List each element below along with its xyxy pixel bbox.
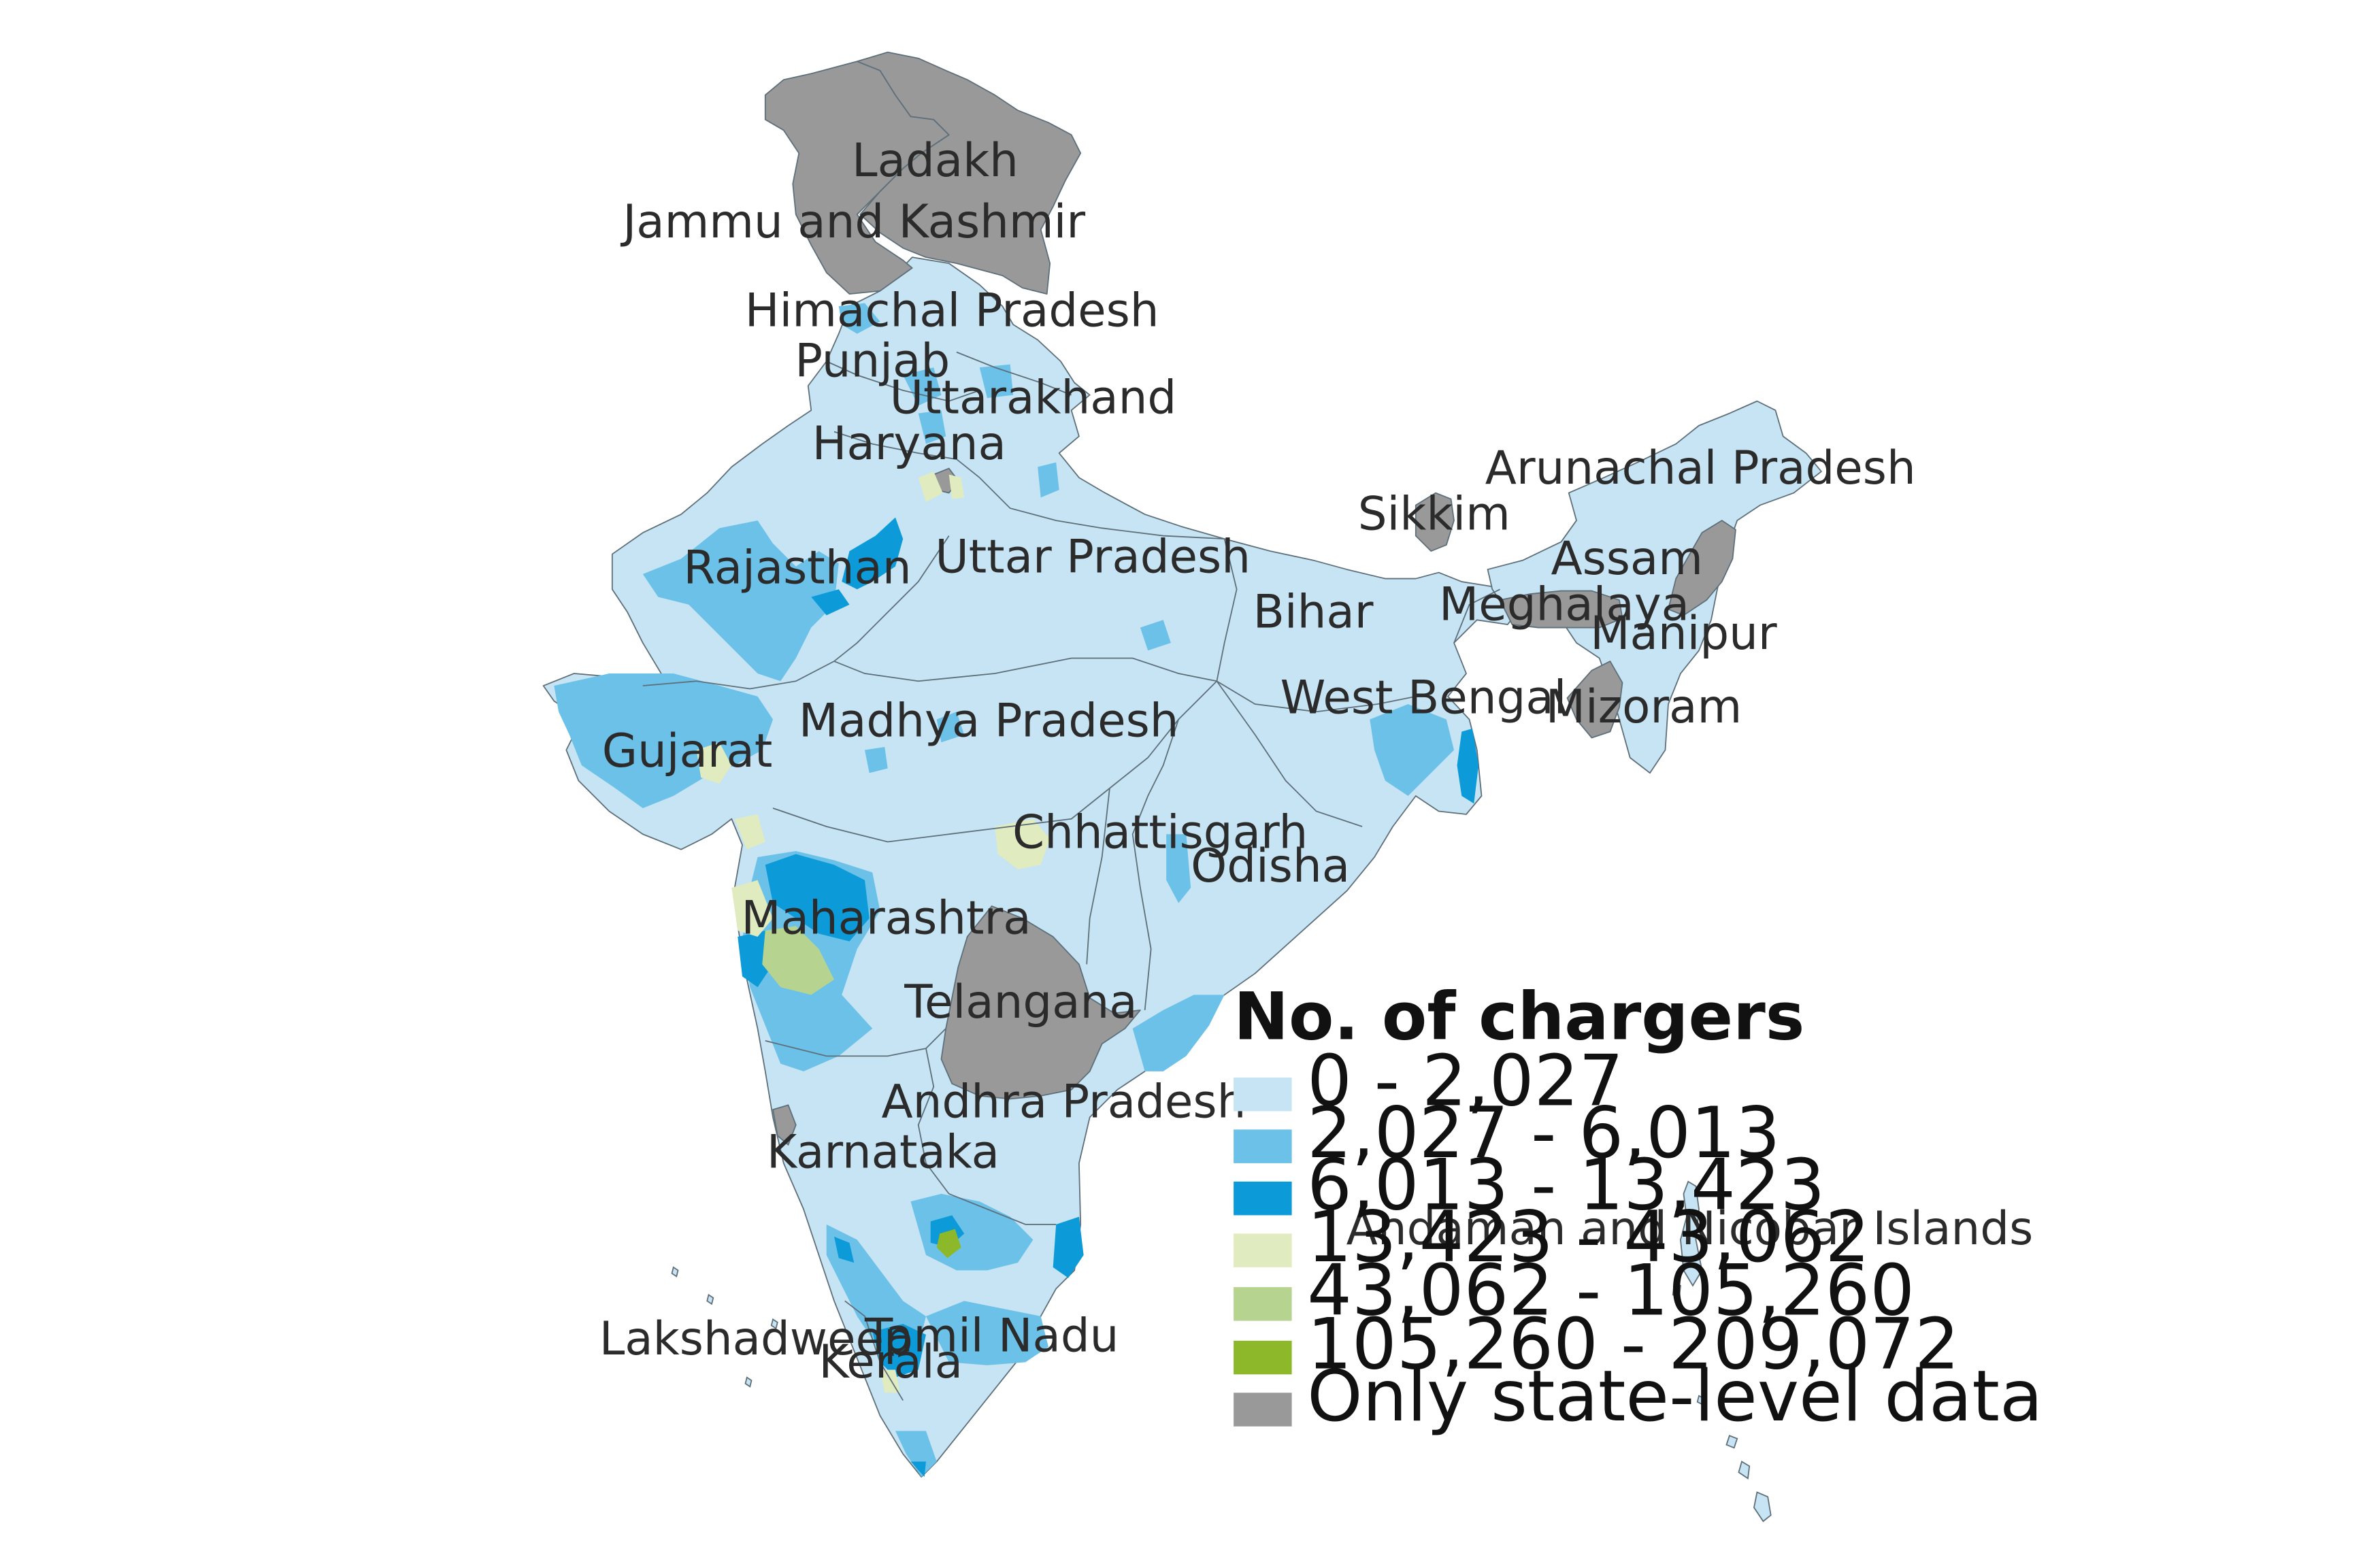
meghalaya-shape (1499, 590, 1623, 629)
region-label-telangana: Telangana (904, 975, 1137, 1029)
district-fill (895, 1431, 937, 1478)
region-label-sikkim: Sikkim (1358, 487, 1510, 541)
district-fill (910, 1461, 926, 1478)
region-label-assam: Assam (1551, 531, 1703, 585)
legend-swatch (1234, 1393, 1292, 1427)
district-fill (1053, 1216, 1084, 1278)
district-fills (554, 303, 1479, 1478)
district-fill (1166, 834, 1191, 903)
district-fill (903, 367, 942, 406)
telangana-shape (940, 905, 1141, 1100)
district-fill (864, 747, 888, 773)
lakshadweep-islands-shape (744, 1376, 753, 1388)
district-fill (936, 1229, 961, 1259)
district-fill (762, 926, 834, 995)
region-label-andhra-pradesh: Andhra Pradesh (881, 1074, 1246, 1128)
region-label-himachal-pradesh: Himachal Pradesh (745, 283, 1159, 337)
region-label-jammu-and-kashmir: Jammu and Kashmir (620, 195, 1085, 248)
district-fill (979, 364, 1014, 399)
legend: No. of chargers 0 - 2,027 2,027 - 6,013 … (1234, 978, 2043, 1437)
region-label-karnataka: Karnataka (767, 1125, 999, 1179)
andaman-islands-shape (1680, 1180, 1703, 1287)
district-fill (696, 742, 732, 784)
district-fill (925, 1301, 1048, 1365)
region-label-west-bengal: West Bengal (1280, 671, 1567, 724)
region-label-uttar-pradesh: Uttar Pradesh (935, 530, 1251, 584)
district-fill (995, 818, 1051, 869)
nagaland-shape (1668, 520, 1736, 616)
district-fill (811, 589, 850, 616)
legend-label: 105,260 - 209,072 (1307, 1303, 1960, 1385)
district-fill (918, 471, 943, 503)
legend-swatch (1234, 1181, 1292, 1216)
district-fill (842, 517, 904, 590)
goa-shape (772, 1104, 797, 1146)
legend-label: 13,423 - 43,062 (1307, 1197, 1870, 1278)
lakshadweep-islands-shape (706, 1293, 714, 1305)
district-fill (948, 474, 965, 499)
legend-label: 2,027 - 6,013 (1307, 1093, 1781, 1174)
region-label-arunachal-pradesh: Arunachal Pradesh (1485, 441, 1916, 495)
district-fill (833, 1236, 855, 1263)
region-label-haryana: Haryana (812, 416, 1006, 470)
region-label-ladakh: Ladakh (852, 133, 1019, 187)
region-label-andaman-and-nicobar-islands: Andaman and Nicobar Islands (1346, 1201, 2034, 1255)
district-fill (918, 410, 946, 444)
legend-swatch (1234, 1340, 1292, 1375)
nicobar-islands-shape (1753, 1491, 1772, 1522)
region-label-odisha: Odisha (1191, 839, 1350, 893)
region-labels: Ladakh Jammu and Kashmir Himachal Prades… (599, 133, 2034, 1388)
andaman-islands-shape (1672, 1281, 1681, 1299)
region-label-manipur: Manipur (1590, 606, 1777, 660)
district-fill (554, 673, 774, 808)
district-fill (936, 712, 965, 743)
sikkim-shape (1415, 492, 1455, 552)
region-label-kerala: Kerala (819, 1335, 963, 1388)
nicobar-islands-shape (1738, 1461, 1751, 1480)
district-fill (872, 1324, 926, 1378)
district-fill (1370, 704, 1455, 796)
legend-label: Only state-level data (1307, 1356, 2043, 1437)
legend-swatch (1234, 1129, 1292, 1163)
legend-swatch (1234, 1287, 1292, 1321)
lakshadweep-islands-shape (671, 1266, 679, 1278)
legend-label: 0 - 2,027 (1307, 1040, 1623, 1122)
mizoram-shape (1566, 661, 1623, 739)
islands (671, 1180, 1772, 1522)
legend-swatch (1234, 1077, 1292, 1112)
region-label-uttarakhand: Uttarakhand (890, 371, 1176, 424)
region-label-gujarat: Gujarat (602, 724, 773, 778)
nicobar-islands-shape (1725, 1435, 1738, 1449)
district-fill (1038, 462, 1059, 498)
lakshadweep-islands-shape (770, 1318, 778, 1330)
state-borders (642, 351, 1500, 1401)
region-label-rajasthan: Rajasthan (683, 540, 911, 594)
region-label-meghalaya: Meghalaya (1439, 577, 1689, 631)
nicobar-islands-shape (1696, 1395, 1706, 1406)
district-fill (734, 814, 765, 850)
region-label-tamil-nadu: Tamil Nadu (864, 1309, 1119, 1363)
district-fill (731, 880, 774, 937)
district-fill (838, 303, 880, 334)
legend-label: 6,013 - 13,423 (1307, 1144, 1825, 1226)
region-label-lakshadweep: Lakshadweep (599, 1312, 913, 1365)
district-fill (1140, 620, 1171, 651)
region-label-bihar: Bihar (1253, 585, 1374, 639)
region-label-chhattisgarh: Chhattisgarh (1012, 805, 1308, 859)
district-fill (1132, 995, 1225, 1071)
region-label-mizoram: Mizoram (1546, 680, 1742, 733)
district-fill (1457, 729, 1479, 804)
ladakh-shape (856, 51, 1082, 295)
legend-label: 43,062 - 105,260 (1307, 1250, 1915, 1332)
district-fill (765, 854, 870, 942)
district-fill (642, 520, 839, 682)
region-label-madhya-pradesh: Madhya Pradesh (799, 693, 1179, 747)
region-label-maharashtra: Maharashtra (741, 890, 1031, 944)
legend-title: No. of chargers (1234, 978, 1804, 1055)
region-label-punjab: Punjab (795, 334, 950, 388)
legend-swatch (1234, 1233, 1292, 1267)
